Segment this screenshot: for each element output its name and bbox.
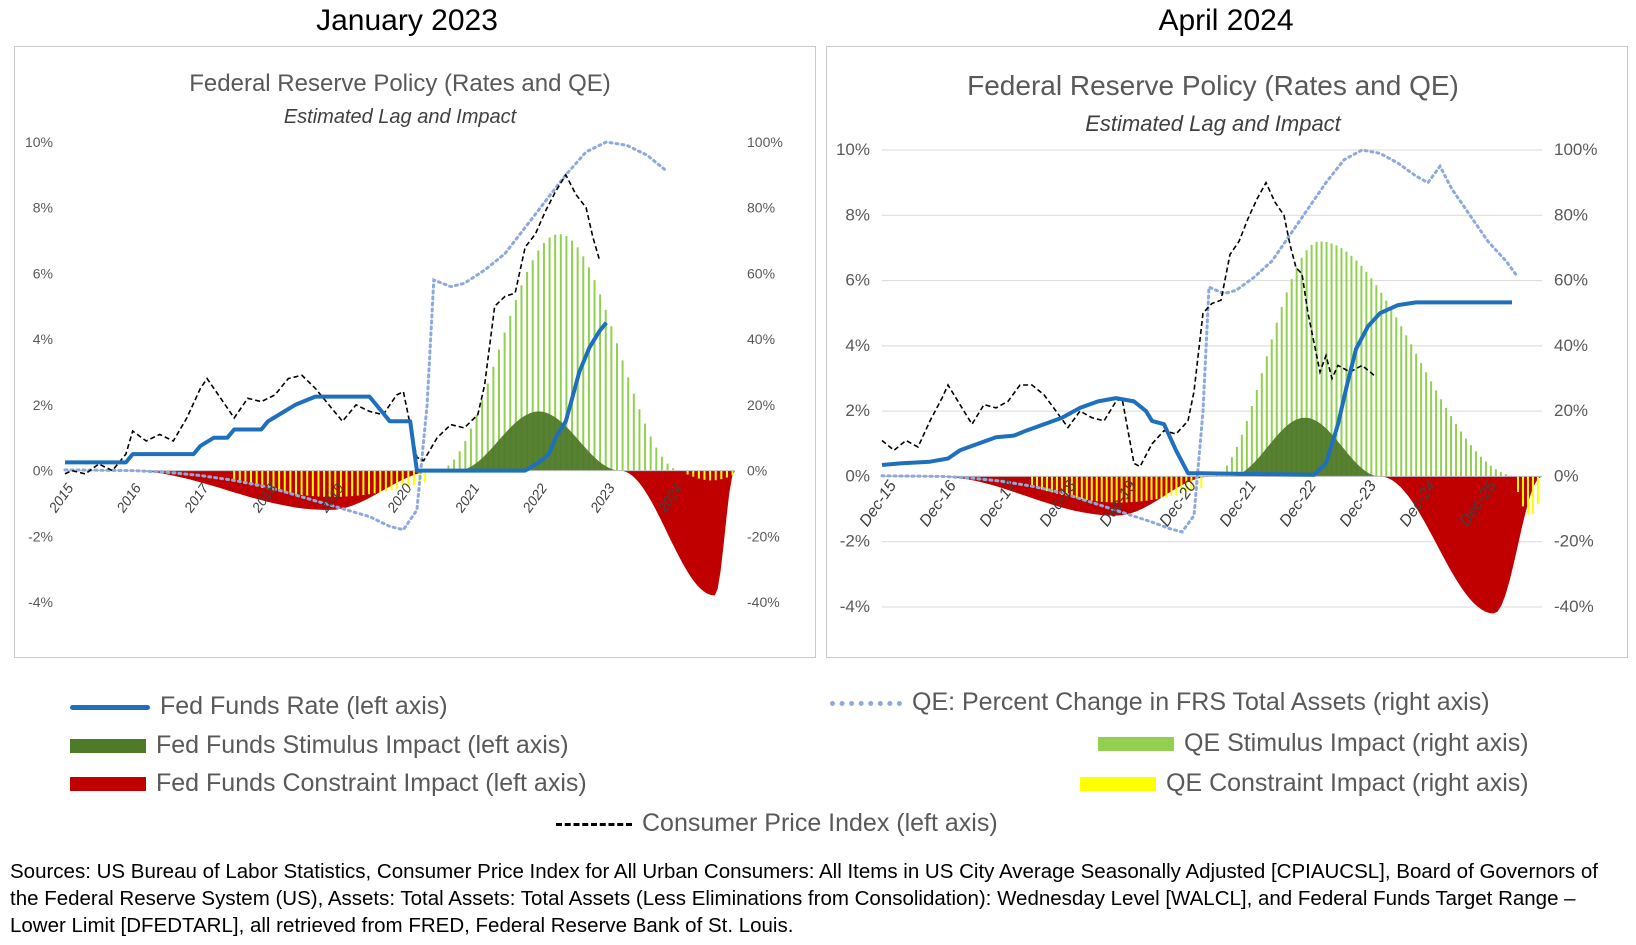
y-tick-right: 100% (747, 134, 783, 150)
y-tick-right: 20% (1554, 401, 1588, 420)
left-chart: Federal Reserve Policy (Rates and QE) Est… (14, 46, 816, 658)
x-tick: Dec-21 (1217, 478, 1261, 530)
chart-title: Federal Reserve Policy (Rates and QE) (967, 70, 1459, 101)
fed-constraint-area-2 (1380, 476, 1542, 614)
y-tick-right: -40% (1554, 597, 1594, 616)
legend-swatch-area-icon (70, 777, 146, 792)
y-tick-left: 2% (845, 401, 870, 420)
y-tick-left: 10% (25, 134, 53, 150)
y-tick-right: 60% (747, 265, 775, 281)
legend-fed-funds-rate: Fed Funds Rate (left axis) (70, 692, 448, 721)
legend-swatch-area-icon (1080, 777, 1156, 792)
y-tick-right: 100% (1554, 140, 1597, 159)
y-tick-right: 40% (747, 331, 775, 347)
legend-swatch-dotted-line-icon (830, 700, 902, 706)
legend-cpi: Consumer Price Index (left axis) (556, 809, 998, 838)
y-tick-right: -40% (747, 594, 780, 610)
legend-label: QE Stimulus Impact (right axis) (1184, 729, 1529, 757)
y-tick-right: 0% (1554, 466, 1579, 485)
fed-constraint-area-2 (619, 470, 735, 596)
legend-label: QE Constraint Impact (right axis) (1166, 769, 1529, 797)
x-tick: 2022 (519, 480, 551, 516)
y-tick-right: 20% (747, 397, 775, 413)
legend-swatch-area-icon (1098, 737, 1174, 752)
x-tick: 2023 (586, 480, 618, 516)
legend-label: Fed Funds Stimulus Impact (left axis) (156, 731, 569, 759)
legend-qe-stimulus: QE Stimulus Impact (right axis) (1098, 729, 1529, 758)
sources-note: Sources: US Bureau of Labor Statistics, … (10, 860, 1598, 937)
cpi-line (881, 180, 1375, 468)
y-tick-right: -20% (747, 528, 780, 544)
legend-qe-change: QE: Percent Change in FRS Total Assets (… (830, 688, 1490, 717)
y-tick-left: -2% (28, 528, 53, 544)
legend-label: Fed Funds Rate (left axis) (160, 692, 448, 720)
legend-swatch-line-icon (70, 704, 150, 710)
legend-fed-stimulus: Fed Funds Stimulus Impact (left axis) (70, 731, 569, 760)
y-tick-left: 8% (845, 205, 870, 224)
qe-change-line (880, 148, 1520, 534)
chart-title: Federal Reserve Policy (Rates and QE) (189, 70, 611, 97)
cpi-line (64, 173, 601, 475)
y-tick-right: 80% (1554, 205, 1588, 224)
y-tick-left: 4% (845, 336, 870, 355)
legend-swatch-area-icon (70, 739, 146, 754)
legend-label: QE: Percent Change in FRS Total Assets (… (912, 688, 1490, 716)
x-tick: 2017 (180, 479, 212, 516)
legend-label: Fed Funds Constraint Impact (left axis) (156, 769, 587, 797)
y-tick-left: -2% (840, 532, 870, 551)
fed-stimulus-area (457, 411, 620, 471)
x-tick: Dec-16 (917, 478, 961, 530)
y-tick-right: 60% (1554, 271, 1588, 290)
fed-funds-rate-line (65, 321, 608, 473)
y-tick-left: -4% (840, 597, 870, 616)
qe-change-line (63, 140, 669, 532)
x-tick: Dec-23 (1337, 478, 1381, 530)
y-tick-left: 4% (33, 331, 53, 347)
y-tick-left: 0% (845, 466, 870, 485)
y-tick-left: 10% (836, 140, 870, 159)
x-tick: 2016 (113, 480, 145, 516)
left-chart-svg: Federal Reserve Policy (Rates and QE) Est… (25, 70, 783, 610)
legend-label: Consumer Price Index (left axis) (642, 809, 998, 837)
chart-subtitle: Estimated Lag and Impact (1085, 111, 1341, 136)
y-tick-left: -4% (28, 594, 53, 610)
left-panel-heading: January 2023 (316, 4, 498, 37)
y-tick-left: 6% (33, 265, 53, 281)
y-tick-right: -20% (1554, 532, 1594, 551)
y-tick-right: 0% (747, 463, 767, 479)
y-tick-left: 8% (33, 200, 53, 216)
x-tick: 2015 (45, 480, 77, 516)
right-panel-heading: April 2024 (1158, 4, 1294, 37)
fed-stimulus-area (1230, 417, 1380, 477)
right-chart-svg: Federal Reserve Policy (Rates and QE) Est… (836, 70, 1598, 616)
fed-funds-rate-line (881, 300, 1512, 477)
y-tick-right: 80% (747, 200, 775, 216)
legend-qe-constraint: QE Constraint Impact (right axis) (1080, 769, 1529, 798)
y-tick-left: 0% (33, 463, 53, 479)
y-tick-right: 40% (1554, 336, 1588, 355)
y-tick-left: 2% (33, 397, 53, 413)
x-tick: Dec-22 (1277, 478, 1321, 530)
legend-fed-constraint: Fed Funds Constraint Impact (left axis) (70, 769, 587, 798)
x-tick: Dec-15 (857, 478, 901, 530)
right-chart: Federal Reserve Policy (Rates and QE) Est… (826, 46, 1628, 658)
legend-swatch-dashed-line-icon (556, 822, 632, 826)
y-tick-left: 6% (845, 271, 870, 290)
chart-subtitle: Estimated Lag and Impact (284, 106, 518, 128)
x-tick: 2021 (451, 480, 483, 516)
